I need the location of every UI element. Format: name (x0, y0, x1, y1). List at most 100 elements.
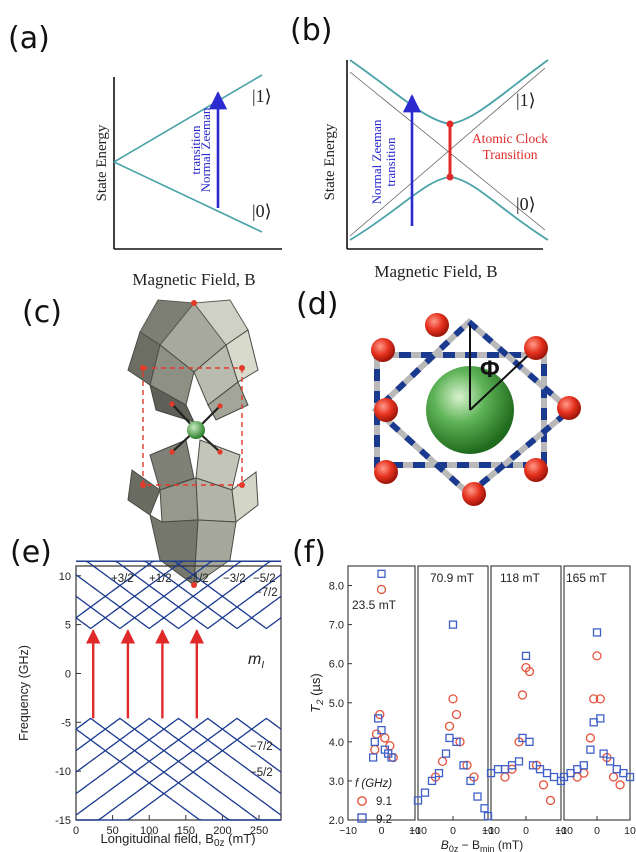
panel-f-point-9-1 (615, 780, 625, 790)
panel-f-point-9-1 (545, 795, 556, 806)
panel-f-ylabel: T2 (µs) (308, 673, 326, 713)
panel-f-point-9-1 (592, 651, 602, 661)
panel-f-xtick-label: 0 (523, 825, 529, 837)
panel-a-transition-line2: transition (188, 125, 203, 175)
panel-f-point-9-1 (444, 721, 455, 731)
panel-f-ylabel-sub: 2 (315, 699, 326, 706)
panel-d: (d) Φ (296, 287, 581, 506)
panel-f-legend-title-text: f (GHz) (355, 778, 392, 790)
molecule-structure-illustration (127, 299, 259, 588)
panel-f-xtick-label: 10 (555, 825, 567, 837)
panel-e-xtick-label: 0 (73, 825, 79, 837)
panel-e-side-label-1: −7/2 (250, 741, 273, 753)
panel-f-point-9-2 (466, 776, 475, 786)
panel-e-xlabel-main: Longitudinal field, B (100, 831, 213, 846)
panel-a-label: (a) (8, 21, 50, 56)
panel-f-point-9-2 (579, 761, 588, 770)
panel-f-point-9-2 (413, 796, 423, 805)
panel-f-point-9-2 (377, 725, 386, 735)
panel-f-point-9-2 (599, 749, 608, 758)
panel-e-transition-arrows (86, 629, 205, 719)
panel-e-xtick-label: 250 (250, 825, 268, 837)
panel-f-point-9-2 (596, 714, 605, 723)
panel-f-subpanel-label-0: 23.5 mT (352, 598, 397, 612)
panel-e-m-sub: I (261, 660, 264, 671)
panel-e-m-main: m (248, 651, 261, 668)
panel-f-point-9-1 (595, 694, 605, 704)
panel-e-energy-levels (75, 560, 282, 821)
panel-e-ytick-label: -5 (61, 717, 71, 729)
panel-c: (c) (22, 295, 259, 588)
panel-f-point-9-2 (445, 733, 454, 743)
panel-f-point-9-2 (514, 757, 524, 766)
panel-e-side-label-0: −7/2 (255, 587, 278, 599)
panel-f-point-9-2 (377, 569, 386, 578)
panel-f-ylabel-main: T (308, 704, 323, 713)
panel-e-top-label-4: −5/2 (253, 573, 276, 585)
panel-a-state-lower: |0⟩ (252, 201, 272, 221)
panel-f-xtick-label: 0 (594, 825, 600, 837)
panel-f-ytick-label: 8.0 (329, 581, 344, 593)
panel-f-point-9-2 (612, 765, 621, 774)
panel-d-angle-symbol: Φ (480, 356, 500, 383)
panel-f-point-9-1 (451, 709, 462, 720)
panel-f-ytick-label: 2.0 (329, 815, 344, 827)
panel-b-diabatic-line-1 (349, 71, 546, 231)
panel-f-legend-marker-0 (357, 796, 367, 806)
panel-f-point-9-2 (521, 651, 531, 661)
panel-f-point-9-2 (441, 749, 451, 758)
panel-f-legend-title: f (GHz) (355, 778, 392, 790)
panel-f-subpanel-label-3: 165 mT (566, 571, 607, 585)
panel-f-xlabel-sub2: min (480, 844, 495, 852)
panel-f-subpanel-frame (563, 565, 631, 821)
panel-f-point-9-2 (525, 737, 534, 746)
panel-f-point-9-1 (376, 584, 387, 595)
panel-a-state-upper: |1⟩ (252, 86, 272, 106)
panel-b: (b) Normal Zeeman transition Atomic Cloc… (290, 13, 549, 281)
panel-b-clock-point-bottom (446, 173, 454, 181)
panel-f-xlabel: B0z − Bmin (mT) (441, 838, 523, 852)
panel-f-point-9-1 (437, 756, 448, 767)
panel-f-xtick-label: −10 (555, 825, 573, 837)
panel-f-ylabel-unit: (µs) (308, 673, 323, 699)
panel-e-lower-level-curve (75, 717, 282, 816)
panel-f-xlabel-sub1: 0z (449, 844, 459, 852)
panel-e-top-label-3: −3/2 (223, 573, 246, 585)
panel-f-xtick-label: −10 (482, 825, 500, 837)
panel-b-state-lower: |0⟩ (516, 194, 536, 214)
panel-a-lower-level (113, 161, 263, 233)
panel-f-point-9-2 (420, 788, 430, 797)
panel-f-xlabel-main: B (441, 838, 449, 852)
panel-f-label: (f) (292, 535, 326, 570)
panel-f-point-9-2 (370, 737, 379, 746)
panel-e-m-label: mI (248, 651, 264, 671)
panel-f-xtick-label: 10 (409, 825, 421, 837)
panel-f-point-9-2 (448, 620, 458, 629)
panel-e-frame (75, 565, 282, 821)
panel-f-point-9-2 (480, 804, 489, 813)
panel-f-point-9-1 (370, 745, 380, 755)
panel-b-ylabel: State Energy (322, 123, 338, 200)
panel-f-point-9-2 (368, 753, 378, 762)
panel-f-point-9-2 (452, 737, 461, 746)
panel-e-xtick-label: 150 (177, 825, 195, 837)
panel-f-point-9-1 (585, 733, 596, 743)
panel-f-point-9-2 (625, 772, 635, 782)
panel-f-xlabel-mid: − B (458, 838, 480, 852)
panel-f-point-9-2 (483, 811, 493, 821)
panel-e-upper-level-curve (76, 560, 282, 630)
panel-f: (f) 2.03.04.05.06.07.08.0−10 0 10−10 0 10−10… (292, 535, 636, 852)
panel-f-point-9-2 (427, 776, 437, 786)
panel-e-lower-level-curve (75, 717, 282, 795)
panel-e-side-label-2: −5/2 (250, 767, 273, 779)
panel-f-xtick-label: 0 (379, 825, 385, 837)
panel-f-point-9-2 (592, 628, 602, 637)
panel-f-legend-marker-1 (357, 813, 367, 823)
panel-f-ticks: 2.03.04.05.06.07.08.0−10 0 10−10 0 10−10 0 10−… (329, 581, 636, 837)
panel-c-label: (c) (22, 295, 62, 330)
panel-f-point-9-1 (538, 780, 549, 790)
panel-e-xlabel-unit: (mT) (225, 831, 256, 846)
panel-b-xlabel: Magnetic Field, B (374, 262, 497, 281)
panel-f-xlabel-unit: (mT) (495, 838, 524, 852)
